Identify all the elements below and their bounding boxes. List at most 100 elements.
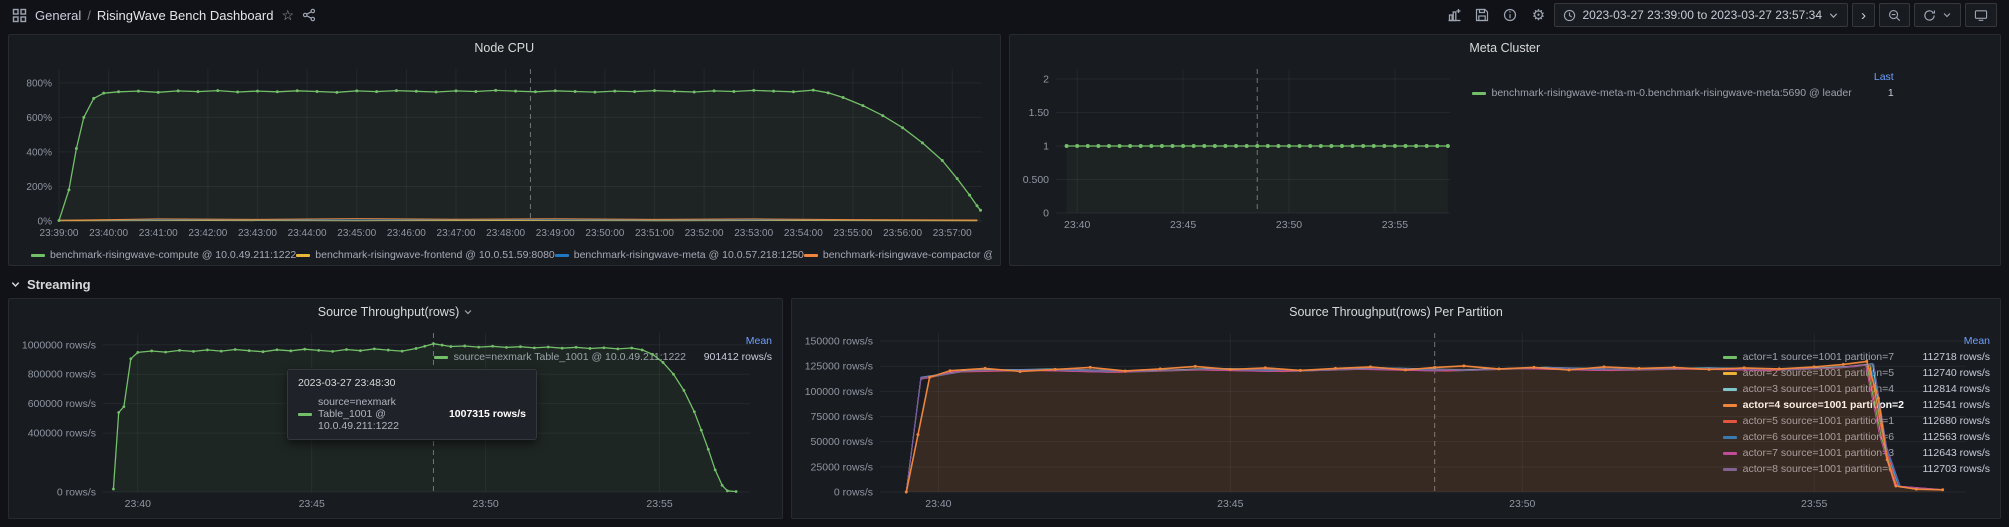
legend-value: 112718 rows/s <box>1922 351 1990 363</box>
legend-item[interactable]: actor=1 source=1001 partition=7 112718 ro… <box>1722 349 1990 365</box>
streaming-section-header[interactable]: Streaming <box>8 272 2001 296</box>
series-color-sample <box>1722 451 1737 455</box>
legend-label: benchmark-risingwave-compute @ 10.0.49.2… <box>50 249 297 261</box>
dashboard-grid: Node CPU 0% 200% 400% 600% 800% 23:39:00 23:40… <box>0 30 2009 519</box>
breadcrumb-folder[interactable]: General <box>35 7 82 23</box>
section-title: Streaming <box>27 276 91 292</box>
legend-label: actor=4 source=1001 partition=2 <box>1742 399 1904 411</box>
legend-item[interactable]: actor=5 source=1001 partition=1 112680 ro… <box>1722 413 1990 429</box>
svg-text:0 rows/s: 0 rows/s <box>834 487 873 499</box>
svg-text:2: 2 <box>1043 74 1049 86</box>
svg-text:23:50: 23:50 <box>472 498 498 510</box>
source-throughput-per-partition-chart[interactable]: 0 rows/s 25000 rows/s 50000 rows/s 75000 ro… <box>800 325 1966 512</box>
panel-menu-chevron-icon <box>463 307 473 317</box>
svg-text:23:45: 23:45 <box>1217 498 1243 510</box>
zoom-out-button[interactable] <box>1879 3 1910 27</box>
arrow-right-icon: › <box>1861 6 1866 24</box>
share-icon[interactable] <box>302 8 316 22</box>
svg-text:23:42:00: 23:42:00 <box>188 228 227 239</box>
legend-value: 112563 rows/s <box>1922 431 1990 443</box>
legend-label: source=nexmark Table_1001 @ 10.0.49.211:… <box>453 351 686 363</box>
series-color-sample <box>1471 91 1486 95</box>
panel-meta-cluster: Meta Cluster 0 0.500 1 1.50 2 23:40 23:45 23:50… <box>1008 34 2001 266</box>
svg-text:600%: 600% <box>26 113 52 124</box>
legend-value: 112740 rows/s <box>1922 367 1990 379</box>
svg-text:23:46:00: 23:46:00 <box>387 228 426 239</box>
chart-canvas: 0 0.500 1 1.50 2 23:40 23:45 23:50 23:55 <box>1022 69 1450 231</box>
svg-text:0: 0 <box>1043 208 1049 220</box>
meta-cluster-legend: Last benchmark-risingwave-meta-m-0.benchm… <box>1458 61 1896 101</box>
legend-item[interactable]: benchmark-risingwave-compute @ 10.0.49.2… <box>31 249 296 261</box>
svg-text:23:50:00: 23:50:00 <box>585 228 624 239</box>
svg-text:23:55: 23:55 <box>1381 219 1407 231</box>
breadcrumb: General / RisingWave Bench Dashboard <box>35 8 273 23</box>
svg-text:1000000 rows/s: 1000000 rows/s <box>22 339 96 351</box>
source-throughput-chart[interactable]: 0 rows/s 400000 rows/s 600000 rows/s 800000… <box>17 325 750 512</box>
svg-text:200%: 200% <box>26 182 52 193</box>
svg-text:150000 rows/s: 150000 rows/s <box>805 336 873 348</box>
panel-title-meta-cluster[interactable]: Meta Cluster <box>1010 35 2001 61</box>
legend-item[interactable]: source=nexmark Table_1001 @ 10.0.49.211:… <box>433 349 772 365</box>
legend-label: benchmark-risingwave-meta-m-0.benchmark-… <box>1491 87 1852 99</box>
svg-text:1.50: 1.50 <box>1028 107 1049 119</box>
legend-item[interactable]: actor=4 source=1001 partition=2 112541 ro… <box>1722 397 1990 413</box>
svg-text:23:54:00: 23:54:00 <box>784 228 823 239</box>
svg-text:23:57:00: 23:57:00 <box>933 228 972 239</box>
add-panel-button[interactable] <box>1442 3 1466 27</box>
source-throughput-per-partition-legend: Mean actor=1 source=1001 partition=7 11271… <box>1709 325 1992 512</box>
section-collapse-chevron-icon <box>10 279 21 290</box>
dashboard-title[interactable]: RisingWave Bench Dashboard <box>96 7 274 23</box>
node-cpu-chart[interactable]: 0% 200% 400% 600% 800% 23:39:00 23:40:00 23:41:… <box>17 61 992 246</box>
legend-value-header: Last <box>1873 71 1894 83</box>
svg-text:23:40: 23:40 <box>925 498 951 510</box>
kiosk-mode-button[interactable] <box>1965 3 1997 27</box>
chart-canvas: 0 rows/s 25000 rows/s 50000 rows/s 75000 ro… <box>805 333 1966 510</box>
svg-text:23:48:00: 23:48:00 <box>486 228 525 239</box>
series-color-sample <box>803 253 818 257</box>
panel-source-throughput-per-partition: Source Throughput(rows) Per Partition 0 … <box>791 298 2001 519</box>
time-range-text: 2023-03-27 23:39:00 to 2023-03-27 23:57:… <box>1582 8 1822 22</box>
save-icon <box>1475 8 1489 22</box>
legend-item[interactable]: benchmark-risingwave-meta-m-0.benchmark-… <box>1471 85 1894 101</box>
svg-text:23:55: 23:55 <box>646 498 672 510</box>
svg-text:100000 rows/s: 100000 rows/s <box>805 386 873 398</box>
dashboard-insights-button[interactable] <box>1498 3 1522 27</box>
tv-monitor-icon <box>1974 9 1988 22</box>
save-dashboard-button[interactable] <box>1470 3 1494 27</box>
panel-title-source-throughput-per-partition[interactable]: Source Throughput(rows) Per Partition <box>792 299 2000 325</box>
favorite-star-icon[interactable]: ☆ <box>281 7 294 23</box>
apps-grid-icon[interactable] <box>12 8 27 23</box>
legend-label: benchmark-risingwave-frontend @ 10.0.51.… <box>315 249 555 261</box>
meta-cluster-chart[interactable]: 0 0.500 1 1.50 2 23:40 23:45 23:50 23:55 <box>1018 61 1458 233</box>
clock-icon <box>1563 9 1576 22</box>
svg-text:800%: 800% <box>26 78 52 89</box>
legend-item[interactable]: benchmark-risingwave-frontend @ 10.0.51.… <box>296 249 555 261</box>
legend-value-header: Mean <box>1963 335 1990 347</box>
legend-item[interactable]: actor=3 source=1001 partition=4 112814 ro… <box>1722 381 1990 397</box>
svg-text:23:44:00: 23:44:00 <box>288 228 327 239</box>
legend-item[interactable]: actor=6 source=1001 partition=6 112563 ro… <box>1722 429 1990 445</box>
chart-canvas: 0% 200% 400% 600% 800% 23:39:00 23:40:00 23:41:… <box>26 69 983 239</box>
time-shift-forward-button[interactable]: › <box>1852 3 1875 27</box>
svg-text:23:52:00: 23:52:00 <box>685 228 724 239</box>
series-color-sample <box>1722 467 1737 471</box>
legend-item[interactable]: actor=8 source=1001 partition=0 112703 ro… <box>1722 461 1990 477</box>
series-color-sample <box>1722 355 1737 359</box>
refresh-icon <box>1923 9 1936 22</box>
legend-item[interactable]: benchmark-risingwave-meta @ 10.0.57.218:… <box>554 249 804 261</box>
legend-label: actor=6 source=1001 partition=6 <box>1742 431 1895 443</box>
dashboard-settings-button[interactable]: ⚙ <box>1526 3 1550 27</box>
series-color-sample <box>554 253 569 257</box>
breadcrumb-separator: / <box>87 7 91 23</box>
panel-title-node-cpu[interactable]: Node CPU <box>9 35 1000 61</box>
svg-text:23:45:00: 23:45:00 <box>337 228 376 239</box>
series-color-sample <box>1722 403 1737 407</box>
svg-text:1: 1 <box>1043 141 1049 153</box>
svg-text:23:50: 23:50 <box>1509 498 1535 510</box>
legend-item[interactable]: benchmark-risingwave-compactor @ 10.0.62… <box>803 249 992 261</box>
panel-title-source-throughput[interactable]: Source Throughput(rows) <box>9 299 782 325</box>
legend-item[interactable]: actor=7 source=1001 partition=3 112643 ro… <box>1722 445 1990 461</box>
time-range-picker[interactable]: 2023-03-27 23:39:00 to 2023-03-27 23:57:… <box>1554 3 1848 27</box>
legend-label: actor=8 source=1001 partition=0 <box>1742 463 1895 475</box>
refresh-button[interactable] <box>1914 3 1961 27</box>
